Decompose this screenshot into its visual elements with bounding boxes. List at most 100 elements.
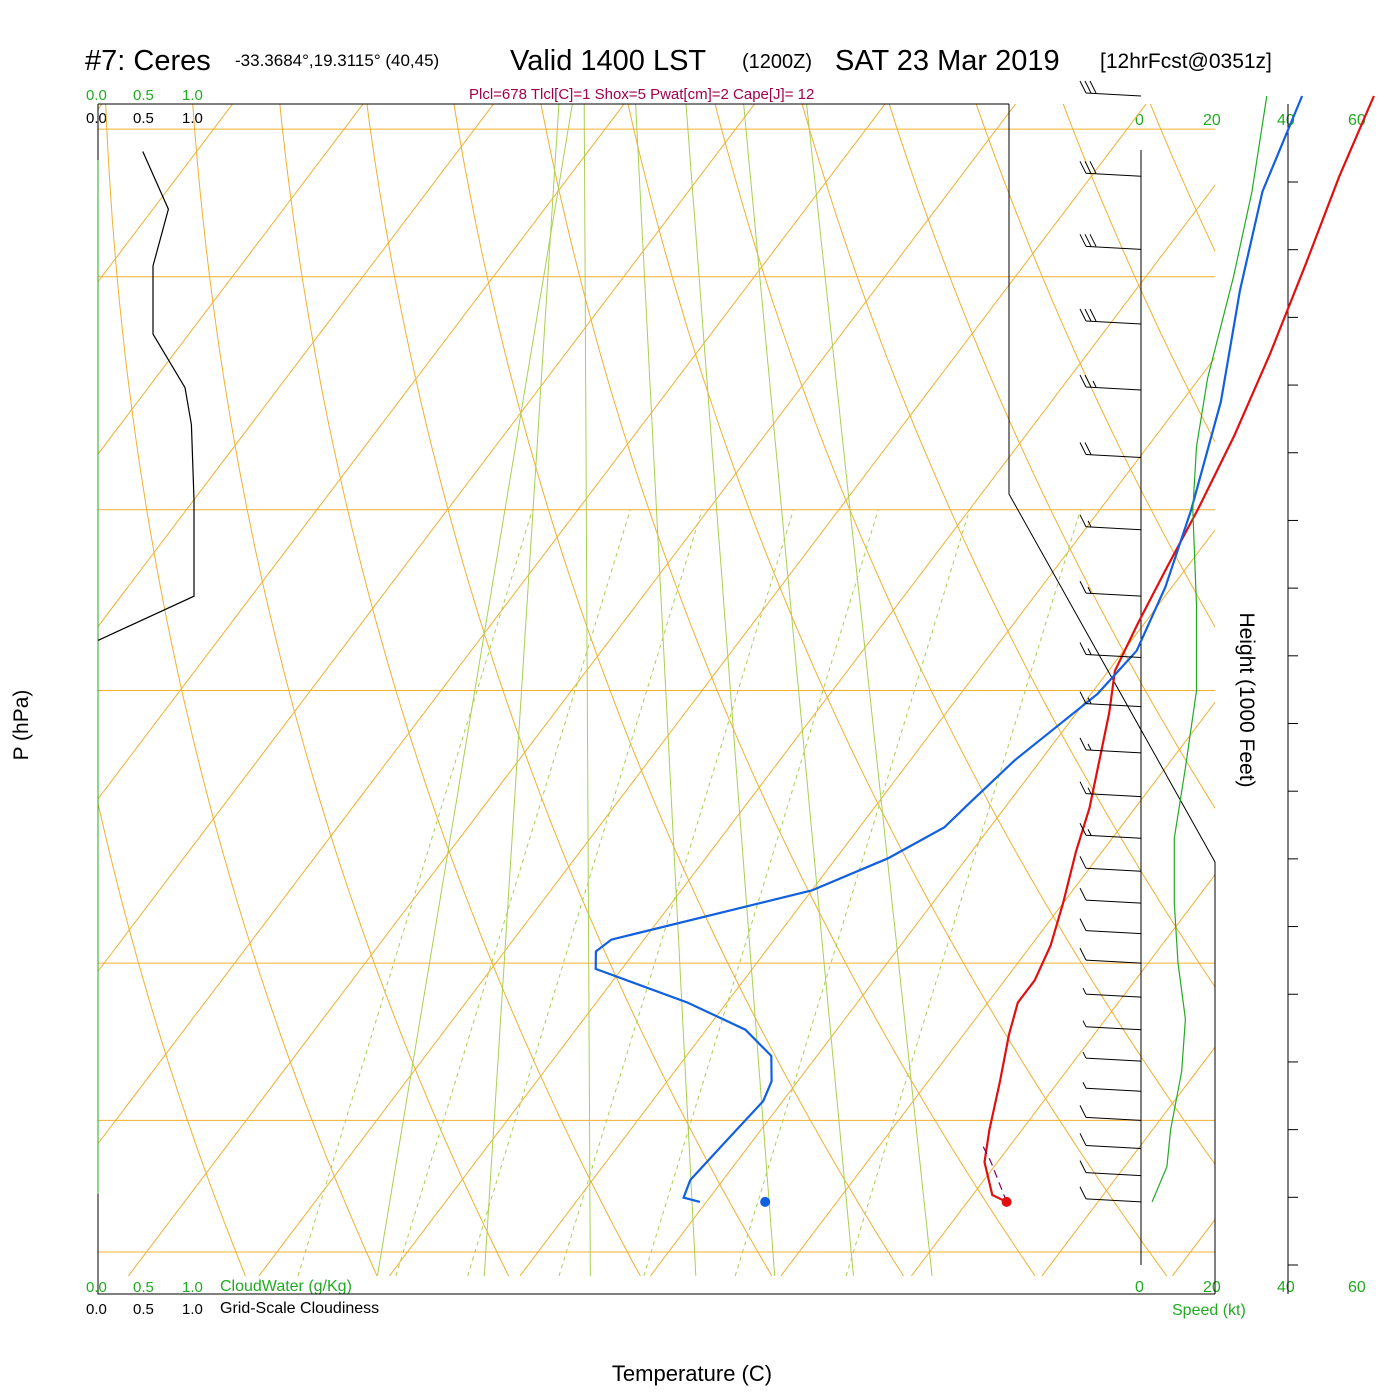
wind-barb — [1082, 1051, 1142, 1062]
mixing-ratio-line — [643, 509, 879, 1277]
isotherm-line — [650, 529, 1215, 1277]
wind-barb-feather — [1079, 374, 1087, 388]
wind-barb-half-feather — [1087, 697, 1092, 704]
wind-barb-feather — [1089, 308, 1097, 322]
wind-barb-feather — [1079, 580, 1087, 594]
plot-frame — [97, 103, 1289, 1295]
wind-barb-feather — [1084, 234, 1092, 247]
wind-barb-feather — [1079, 823, 1087, 836]
mixing-ratio-line — [297, 509, 533, 1277]
wind-barb-staff — [1085, 1198, 1142, 1203]
moist-adiabat-line — [483, 104, 560, 1276]
speed-profile — [1151, 95, 1268, 1203]
valid-time: Valid 1400 LST — [510, 45, 706, 77]
zulu-time: (1200Z) — [742, 51, 812, 73]
wind-barb-half-feather — [1087, 586, 1092, 594]
moist-adiabat-line — [806, 104, 933, 1276]
wind-barb-half-feather — [1087, 743, 1092, 751]
wind-barb-staff — [1085, 92, 1142, 97]
isotherm-line — [98, 104, 886, 1145]
dry-adiabat-line — [1062, 104, 1215, 443]
isotherm-line — [519, 356, 1215, 1277]
isotherm-line — [98, 104, 625, 800]
speed-tick-bottom-0: 0 — [1135, 1279, 1144, 1296]
wind-barb-staff — [1085, 1087, 1142, 1092]
wind-barb-staff — [1085, 703, 1142, 708]
wind-barb-feather — [1084, 308, 1092, 322]
wind-barb-feather — [1079, 1160, 1087, 1173]
dry-adiabat-line — [975, 104, 1215, 628]
dewpoint-profile — [594, 95, 1304, 1203]
wind-barb-half-feather — [1087, 520, 1092, 528]
dry-adiabat-line — [540, 104, 1036, 1277]
station-name: #7: Ceres — [85, 45, 211, 77]
wind-barb-staff — [1085, 993, 1142, 998]
wind-barb-feather — [1079, 642, 1087, 655]
cloudiness-tick-top-0: 0.0 — [86, 110, 107, 127]
cloudiness-tick-top-2: 1.0 — [182, 110, 203, 127]
wind-barb-staff — [1085, 1116, 1142, 1121]
wind-barb-feather — [1079, 1105, 1087, 1118]
cloudwater-tick-top-2: 1.0 — [182, 87, 203, 104]
dry-adiabat-line — [714, 104, 1215, 1166]
isotherm-line — [1041, 1046, 1215, 1277]
wind-barb-feather — [1079, 1133, 1087, 1146]
isotherm-line — [780, 701, 1215, 1277]
dry-adiabat-line — [453, 104, 904, 1277]
wind-barb-half-feather — [1082, 1082, 1087, 1089]
axis-labels — [1288, 181, 1298, 1266]
wind-barb — [1079, 856, 1142, 872]
cloudiness-tick-bottom-1: 0.5 — [133, 1301, 154, 1318]
wind-barb — [1079, 691, 1142, 708]
wind-barb-staff — [1085, 749, 1142, 754]
moist-adiabat-line — [583, 104, 591, 1276]
wind-barb-feather — [1079, 947, 1087, 961]
wind-barb-staff — [1085, 245, 1142, 250]
isotherm-line — [1172, 1218, 1215, 1277]
wind-barb-staff — [1085, 653, 1142, 658]
wind-barb-staff — [1085, 172, 1142, 177]
wind-barb-half-feather — [1087, 787, 1092, 794]
wind-barb — [1082, 987, 1142, 998]
wind-barb — [1079, 308, 1142, 325]
isotherm-line — [258, 104, 1147, 1277]
dry-adiabat-line — [105, 104, 378, 1277]
cloudiness-tick-top-1: 0.5 — [133, 110, 154, 127]
wind-barb-half-feather — [1087, 829, 1092, 836]
wind-barb-feather — [1079, 161, 1087, 174]
wind-barb-staff — [1085, 526, 1142, 531]
wind-barb-feather — [1089, 234, 1097, 247]
wind-barb-staff — [1085, 899, 1142, 904]
wind-barb-feather — [1089, 161, 1097, 174]
dry-adiabat-line — [627, 104, 1168, 1277]
cloudwater-tick-bottom-0: 0.0 — [86, 1279, 107, 1296]
wind-barb — [1079, 1186, 1142, 1203]
forecast-date: SAT 23 Mar 2019 — [835, 45, 1060, 77]
cloudwater-label: CloudWater (g/Kg) — [220, 1278, 352, 1295]
isotherm-line — [128, 104, 1017, 1277]
mixing-ratio-line — [467, 509, 703, 1277]
wind-barb-feather — [1079, 234, 1087, 247]
cloudiness-label: Grid-Scale Cloudiness — [220, 1300, 379, 1317]
speed-tick-top-1: 20 — [1203, 112, 1221, 129]
isotherm-line — [98, 104, 234, 283]
wind-barb — [1079, 161, 1142, 177]
wind-barb-staff — [1085, 793, 1142, 798]
height-axis-title: Height (1000 Feet) — [1235, 612, 1258, 787]
wind-barb — [1079, 918, 1142, 935]
wind-barb-staff — [1085, 1026, 1142, 1031]
speed-axis-label: Speed (kt) — [1172, 1302, 1246, 1319]
wind-barb — [1079, 887, 1142, 904]
wind-barb-half-feather — [1092, 380, 1097, 388]
mixing-ratio-line — [395, 509, 631, 1277]
wind-barb-feather — [1089, 80, 1097, 94]
wind-barb-feather — [1079, 442, 1087, 455]
wind-barb — [1079, 642, 1142, 658]
wind-barb-feather — [1084, 80, 1092, 94]
y-axis-title: P (hPa) — [10, 690, 33, 761]
isotherm-line — [98, 104, 495, 628]
wind-barb-staff — [1085, 867, 1142, 872]
wind-barb — [1079, 823, 1142, 839]
mixing-ratio-line — [845, 509, 1081, 1277]
